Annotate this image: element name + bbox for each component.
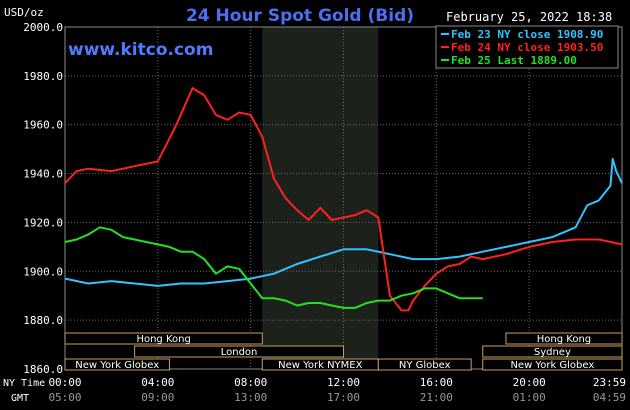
market-session-bar bbox=[505, 332, 623, 345]
chart-title: 24 Hour Spot Gold (Bid) bbox=[186, 6, 414, 26]
x-tick-label-gmt: 21:00 bbox=[420, 391, 453, 404]
x-tick-label-ny: 16:00 bbox=[420, 376, 453, 389]
x-tick-label-gmt: 09:00 bbox=[141, 391, 174, 404]
legend-label: Feb 23 NY close 1908.90 bbox=[451, 28, 603, 41]
x-tick-label-gmt: 13:00 bbox=[234, 391, 267, 404]
y-tick-label: 1880.0 bbox=[23, 314, 63, 327]
market-session-bar bbox=[482, 358, 623, 371]
y-tick-label: 1860.0 bbox=[23, 363, 63, 376]
chart-date: February 25, 2022 18:38 bbox=[446, 10, 612, 24]
market-session-label: Hong Kong bbox=[537, 334, 591, 345]
market-session-bar bbox=[377, 358, 472, 371]
x-tick-label-ny: 08:00 bbox=[234, 376, 267, 389]
market-session-label: Sydney bbox=[534, 347, 571, 358]
x-tick-label-gmt: 04:59 bbox=[593, 391, 626, 404]
legend-label: Feb 24 NY close 1903.50 bbox=[451, 41, 603, 54]
market-session-bar bbox=[64, 358, 170, 371]
ny-time-label: NY Time bbox=[3, 378, 45, 389]
y-tick-label: 1940.0 bbox=[23, 168, 63, 181]
legend-label: Feb 25 Last 1889.00 bbox=[451, 54, 577, 67]
y-tick-label: 1920.0 bbox=[23, 216, 63, 229]
x-tick-label-gmt: 05:00 bbox=[48, 391, 81, 404]
y-tick-label: 1960.0 bbox=[23, 119, 63, 132]
x-tick-label-gmt: 01:00 bbox=[513, 391, 546, 404]
series-line bbox=[64, 87, 623, 312]
market-session-bar bbox=[134, 345, 344, 358]
market-session-bar bbox=[64, 332, 263, 345]
x-tick-label-ny: 20:00 bbox=[513, 376, 546, 389]
x-tick-label-gmt: 17:00 bbox=[327, 391, 360, 404]
series-line bbox=[64, 226, 483, 309]
watermark: www.kitco.com bbox=[68, 40, 213, 60]
series-line bbox=[64, 157, 623, 287]
y-tick-label: 1980.0 bbox=[23, 70, 63, 83]
market-session-label: London bbox=[221, 347, 258, 358]
market-session-label: NY Globex bbox=[399, 360, 451, 371]
nymex-shaded-region bbox=[262, 27, 379, 369]
x-tick-label-ny: 00:00 bbox=[48, 376, 81, 389]
y-tick-label: 2000.0 bbox=[23, 21, 63, 34]
market-session-label: New York Globex bbox=[510, 360, 594, 371]
market-session-bar bbox=[482, 345, 623, 358]
y-tick-label: 1900.0 bbox=[23, 265, 63, 278]
market-session-label: New York NYMEX bbox=[278, 360, 363, 371]
market-session-label: Hong Kong bbox=[136, 334, 190, 345]
gmt-label: GMT bbox=[11, 393, 29, 404]
x-tick-label-ny: 04:00 bbox=[141, 376, 174, 389]
x-tick-label-ny: 23:59 bbox=[593, 376, 626, 389]
unit-label: USD/oz bbox=[4, 6, 44, 19]
legend-box bbox=[435, 25, 619, 69]
x-tick-label-ny: 12:00 bbox=[327, 376, 360, 389]
market-session-label: New York Globex bbox=[75, 360, 159, 371]
